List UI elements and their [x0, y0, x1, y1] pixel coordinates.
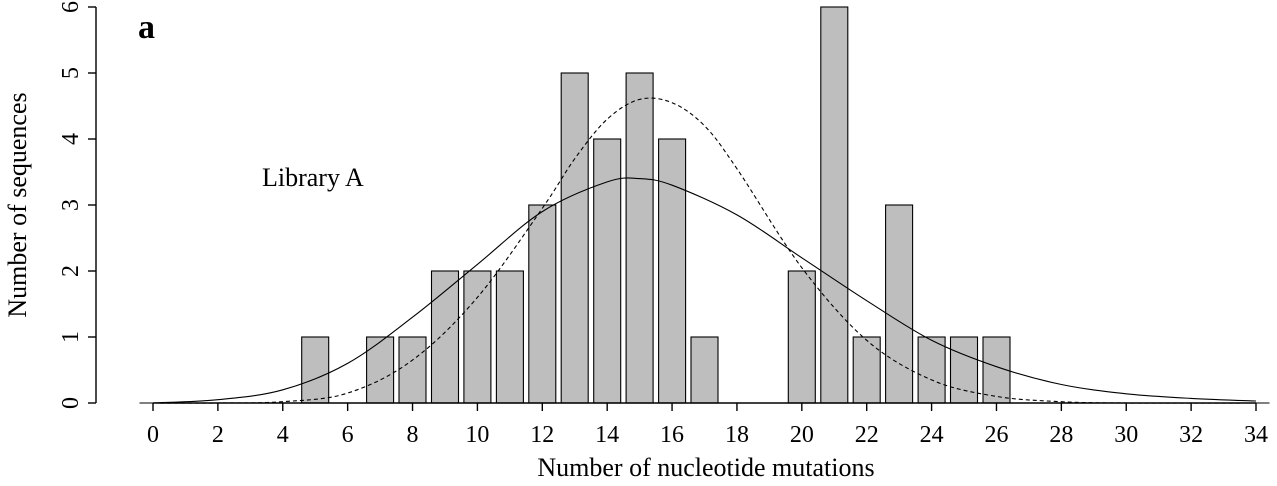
bar-12 [528, 204, 557, 404]
bar-13 [560, 72, 589, 404]
y-tick-label-1: 1 [58, 331, 84, 343]
x-tick-label-26: 26 [984, 422, 1008, 448]
bar-23 [885, 204, 914, 404]
dashed-fit-curve [152, 97, 1257, 404]
x-tick-label-22: 22 [855, 422, 879, 448]
x-tick-label-0: 0 [147, 422, 159, 448]
bar-15 [625, 72, 654, 404]
bar-25 [949, 336, 979, 404]
y-axis-title: Number of sequences [3, 92, 32, 317]
bar-11 [495, 270, 524, 404]
y-tick-label-5: 5 [58, 67, 84, 79]
x-tick-label-18: 18 [725, 422, 749, 448]
x-tick-label-12: 12 [530, 422, 554, 448]
curves-group [152, 97, 1257, 404]
y-tick-label-3: 3 [58, 199, 84, 211]
x-tick-label-6: 6 [342, 422, 354, 448]
x-tick-label-20: 20 [790, 422, 814, 448]
library-annotation: Library A [262, 163, 364, 192]
x-tick-label-10: 10 [465, 422, 489, 448]
y-tick-label-0: 0 [58, 397, 84, 409]
bars-group [139, 6, 1270, 404]
y-tick-label-4: 4 [58, 133, 84, 145]
bar-10 [463, 270, 492, 404]
y-tick-label-2: 2 [58, 265, 84, 277]
x-tick-label-24: 24 [920, 422, 944, 448]
x-tick-label-16: 16 [660, 422, 684, 448]
bar-14 [593, 138, 622, 404]
x-axis-title: Number of nucleotide mutations [537, 453, 874, 482]
x-tick-label-4: 4 [277, 422, 289, 448]
bar-8 [398, 336, 427, 404]
x-tick-label-14: 14 [595, 422, 619, 448]
x-tick-label-28: 28 [1049, 422, 1073, 448]
bar-5 [301, 336, 330, 404]
x-tick-label-32: 32 [1179, 422, 1203, 448]
y-tick-label-6: 6 [58, 1, 84, 13]
bar-17 [690, 336, 719, 404]
bar-21 [820, 6, 849, 404]
x-tick-label-8: 8 [407, 422, 419, 448]
x-tick-label-30: 30 [1114, 422, 1138, 448]
bar-24 [917, 336, 946, 404]
panel-label: a [138, 9, 155, 46]
bar-7 [366, 336, 395, 404]
bar-16 [658, 138, 687, 404]
solid-fit-curve [152, 177, 1257, 404]
bar-20 [787, 270, 816, 404]
x-tick-label-2: 2 [212, 422, 224, 448]
x-tick-label-34: 34 [1244, 422, 1268, 448]
bar-22 [852, 336, 881, 404]
